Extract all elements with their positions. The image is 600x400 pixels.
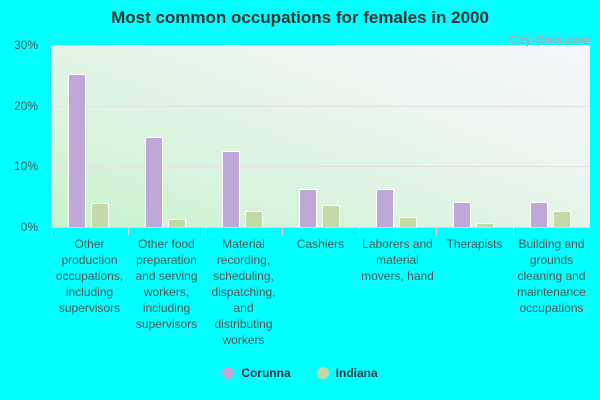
legend: Corunna Indiana — [0, 366, 600, 380]
gridline — [51, 166, 590, 168]
bar-corunna — [376, 189, 394, 227]
bar-indiana — [553, 211, 571, 227]
x-tick-label: Laborers and material movers, hand — [361, 237, 434, 283]
x-tick — [51, 227, 52, 235]
y-tick-label: 30% — [13, 38, 38, 52]
bar-indiana — [245, 211, 263, 227]
x-tick — [359, 227, 360, 235]
x-tick — [128, 227, 129, 235]
y-tick-label: 0% — [20, 220, 38, 234]
x-tick-label: Other food preparation and serving worke… — [135, 237, 198, 331]
y-tick-label: 20% — [13, 98, 38, 113]
x-tick-label: Therapists — [446, 237, 503, 251]
x-tick — [513, 227, 514, 235]
plot-area: City-Data.com — [51, 33, 590, 227]
legend-label: Corunna — [241, 366, 291, 380]
gridline — [51, 105, 590, 107]
bar-indiana — [168, 219, 186, 227]
legend-item-corunna: Corunna — [222, 366, 291, 380]
bar-indiana — [399, 217, 417, 227]
legend-item-indiana: Indiana — [316, 366, 378, 380]
bar-corunna — [299, 189, 317, 227]
chart-title: Most common occupations for females in 2… — [111, 8, 489, 27]
x-axis — [51, 227, 590, 228]
bar-indiana — [322, 205, 340, 227]
bar-corunna — [453, 201, 471, 227]
x-tick — [436, 227, 437, 235]
watermark: City-Data.com — [509, 33, 590, 47]
x-tick-label: Cashiers — [296, 237, 345, 251]
bar-indiana — [476, 223, 494, 227]
legend-swatch-corunna — [222, 367, 235, 379]
y-tick-label: 10% — [13, 159, 38, 174]
bar-corunna — [222, 150, 240, 227]
x-tick-label: Building and grounds cleaning and mainte… — [517, 237, 586, 315]
bar-indiana — [91, 203, 109, 227]
bar-corunna — [68, 73, 86, 227]
x-tick-label: Other production occupations, including … — [55, 237, 124, 315]
bar-corunna — [530, 201, 548, 227]
legend-swatch-indiana — [316, 367, 329, 379]
bar-corunna — [145, 137, 163, 227]
x-tick-label: Material recording, scheduling, dispatch… — [211, 237, 276, 347]
x-tick — [282, 227, 283, 235]
legend-label: Indiana — [335, 366, 378, 380]
x-tick — [205, 227, 206, 235]
